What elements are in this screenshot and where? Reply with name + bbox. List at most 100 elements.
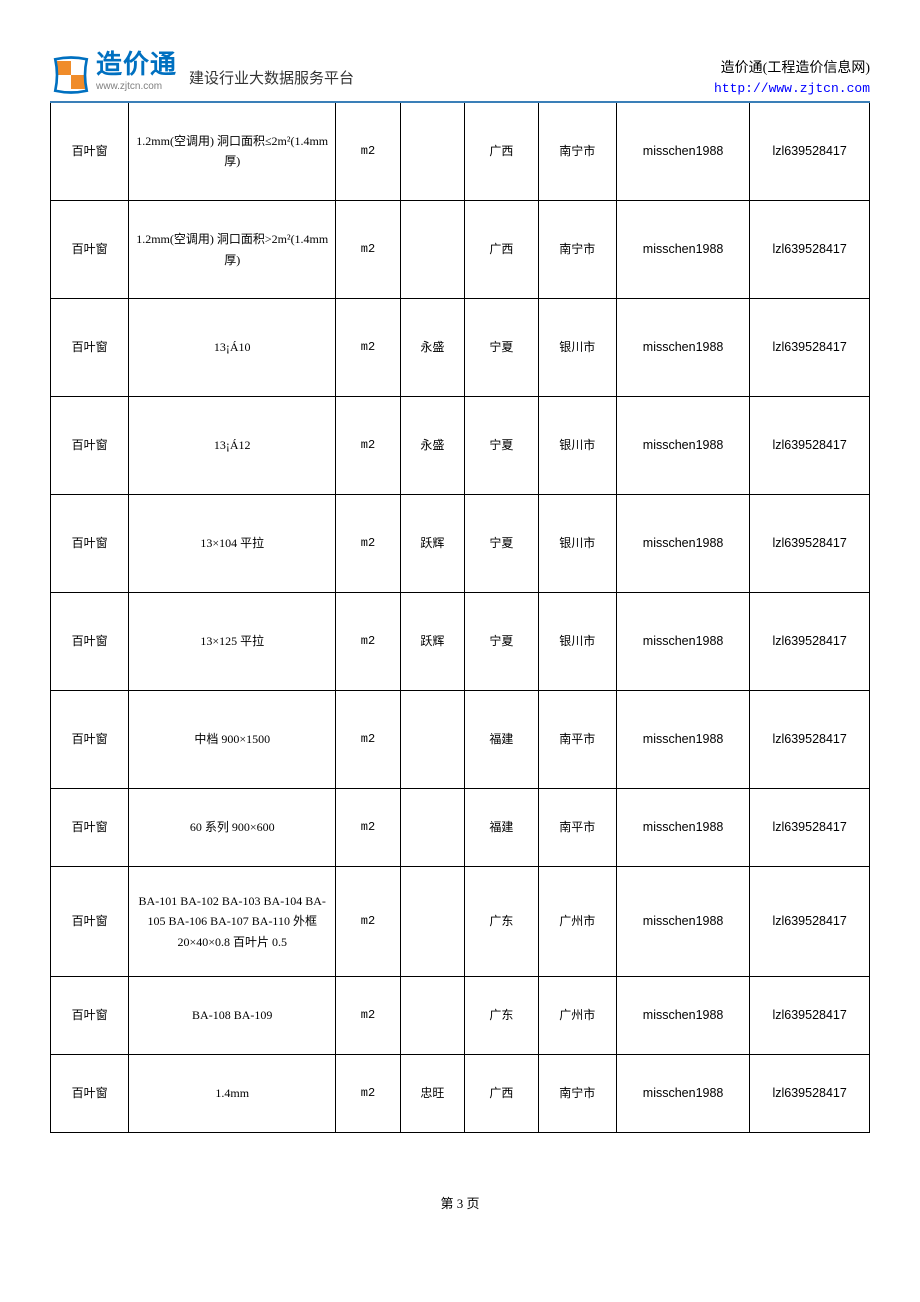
cell-spec: 13¡Á10 <box>129 299 336 397</box>
logo-icon <box>50 54 92 96</box>
cell-province: 宁夏 <box>465 593 539 691</box>
cell-user2: lzl639528417 <box>750 299 870 397</box>
header-right-link[interactable]: http://www.zjtcn.com <box>714 79 870 99</box>
cell-city: 银川市 <box>538 593 616 691</box>
cell-brand: 跃辉 <box>400 593 464 691</box>
cell-unit: m2 <box>336 299 400 397</box>
table-row: 百叶窗1.2mm(空调用) 洞口面积≤2m²(1.4mm 厚)m2广西南宁市mi… <box>51 103 870 201</box>
cell-user1: misschen1988 <box>616 977 749 1055</box>
cell-brand <box>400 103 464 201</box>
cell-name: 百叶窗 <box>51 867 129 977</box>
cell-spec: 60 系列 900×600 <box>129 789 336 867</box>
cell-unit: m2 <box>336 397 400 495</box>
table-row: 百叶窗中档 900×1500m2福建南平市misschen1988lzl6395… <box>51 691 870 789</box>
table-row: 百叶窗1.4mmm2忠旺广西南宁市misschen1988lzl63952841… <box>51 1055 870 1133</box>
page-number: 第 3 页 <box>440 1196 479 1211</box>
cell-brand <box>400 977 464 1055</box>
header-left: 造价通 www.zjtcn.com 建设行业大数据服务平台 <box>50 50 354 96</box>
cell-name: 百叶窗 <box>51 103 129 201</box>
cell-name: 百叶窗 <box>51 299 129 397</box>
table-row: 百叶窗BA-108 BA-109m2 广东广州市misschen1988lzl63… <box>51 977 870 1055</box>
cell-name: 百叶窗 <box>51 201 129 299</box>
cell-brand: 永盛 <box>400 299 464 397</box>
cell-province: 广东 <box>465 867 539 977</box>
cell-user2: lzl639528417 <box>750 1055 870 1133</box>
table-row: 百叶窗13×125 平拉m2跃辉宁夏银川市misschen1988lzl6395… <box>51 593 870 691</box>
cell-city: 南宁市 <box>538 103 616 201</box>
cell-unit: m2 <box>336 201 400 299</box>
cell-spec: 1.2mm(空调用) 洞口面积>2m²(1.4mm 厚) <box>129 201 336 299</box>
cell-user1: misschen1988 <box>616 867 749 977</box>
logo-url: www.zjtcn.com <box>96 81 177 92</box>
cell-city: 广州市 <box>538 867 616 977</box>
cell-brand <box>400 789 464 867</box>
cell-province: 宁夏 <box>465 397 539 495</box>
cell-name: 百叶窗 <box>51 977 129 1055</box>
cell-user2: lzl639528417 <box>750 977 870 1055</box>
cell-user2: lzl639528417 <box>750 691 870 789</box>
cell-unit: m2 <box>336 977 400 1055</box>
cell-city: 南平市 <box>538 789 616 867</box>
cell-name: 百叶窗 <box>51 789 129 867</box>
table-row: 百叶窗13¡Á12m2永盛宁夏银川市misschen1988lzl6395284… <box>51 397 870 495</box>
cell-user1: misschen1988 <box>616 495 749 593</box>
table-row: 百叶窗13¡Á10m2永盛宁夏银川市misschen1988lzl6395284… <box>51 299 870 397</box>
page-footer: 第 3 页 <box>50 1193 870 1212</box>
cell-city: 南宁市 <box>538 1055 616 1133</box>
cell-unit: m2 <box>336 867 400 977</box>
header-right: 造价通(工程造价信息网) http://www.zjtcn.com <box>714 58 870 99</box>
cell-city: 南平市 <box>538 691 616 789</box>
page-header: 造价通 www.zjtcn.com 建设行业大数据服务平台 造价通(工程造价信息… <box>50 50 870 99</box>
data-table: 百叶窗1.2mm(空调用) 洞口面积≤2m²(1.4mm 厚)m2广西南宁市mi… <box>50 103 870 1134</box>
cell-province: 福建 <box>465 691 539 789</box>
header-right-title: 造价通(工程造价信息网) <box>714 58 870 79</box>
cell-province: 宁夏 <box>465 495 539 593</box>
cell-brand: 忠旺 <box>400 1055 464 1133</box>
cell-unit: m2 <box>336 789 400 867</box>
cell-unit: m2 <box>336 691 400 789</box>
cell-spec: 13×104 平拉 <box>129 495 336 593</box>
cell-user2: lzl639528417 <box>750 103 870 201</box>
cell-spec: BA-108 BA-109 <box>129 977 336 1055</box>
cell-province: 广西 <box>465 103 539 201</box>
cell-province: 广东 <box>465 977 539 1055</box>
cell-province: 广西 <box>465 201 539 299</box>
table-row: 百叶窗BA-101 BA-102 BA-103 BA-104 BA-105 BA… <box>51 867 870 977</box>
cell-city: 南宁市 <box>538 201 616 299</box>
cell-user2: lzl639528417 <box>750 593 870 691</box>
cell-province: 宁夏 <box>465 299 539 397</box>
cell-user1: misschen1988 <box>616 691 749 789</box>
cell-user1: misschen1988 <box>616 789 749 867</box>
table-row: 百叶窗1.2mm(空调用) 洞口面积>2m²(1.4mm 厚)m2 广西南宁市mi… <box>51 201 870 299</box>
cell-spec: 1.2mm(空调用) 洞口面积≤2m²(1.4mm 厚) <box>129 103 336 201</box>
table-row: 百叶窗13×104 平拉m2跃辉宁夏银川市misschen1988lzl6395… <box>51 495 870 593</box>
cell-spec: 中档 900×1500 <box>129 691 336 789</box>
cell-user2: lzl639528417 <box>750 789 870 867</box>
cell-unit: m2 <box>336 495 400 593</box>
cell-user1: misschen1988 <box>616 593 749 691</box>
cell-brand: 永盛 <box>400 397 464 495</box>
cell-spec: 1.4mm <box>129 1055 336 1133</box>
cell-spec: BA-101 BA-102 BA-103 BA-104 BA-105 BA-10… <box>129 867 336 977</box>
cell-name: 百叶窗 <box>51 1055 129 1133</box>
platform-text: 建设行业大数据服务平台 <box>189 67 354 88</box>
cell-province: 福建 <box>465 789 539 867</box>
cell-brand: 跃辉 <box>400 495 464 593</box>
cell-name: 百叶窗 <box>51 495 129 593</box>
logo-text: 造价通 <box>96 50 177 79</box>
cell-user1: misschen1988 <box>616 299 749 397</box>
cell-user1: misschen1988 <box>616 1055 749 1133</box>
table-row: 百叶窗60 系列 900×600m2 福建南平市misschen1988lzl63… <box>51 789 870 867</box>
cell-user1: misschen1988 <box>616 201 749 299</box>
cell-user2: lzl639528417 <box>750 397 870 495</box>
cell-unit: m2 <box>336 103 400 201</box>
cell-brand <box>400 691 464 789</box>
cell-spec: 13×125 平拉 <box>129 593 336 691</box>
cell-brand <box>400 201 464 299</box>
cell-unit: m2 <box>336 1055 400 1133</box>
cell-name: 百叶窗 <box>51 593 129 691</box>
cell-city: 广州市 <box>538 977 616 1055</box>
cell-spec: 13¡Á12 <box>129 397 336 495</box>
cell-city: 银川市 <box>538 299 616 397</box>
cell-name: 百叶窗 <box>51 397 129 495</box>
